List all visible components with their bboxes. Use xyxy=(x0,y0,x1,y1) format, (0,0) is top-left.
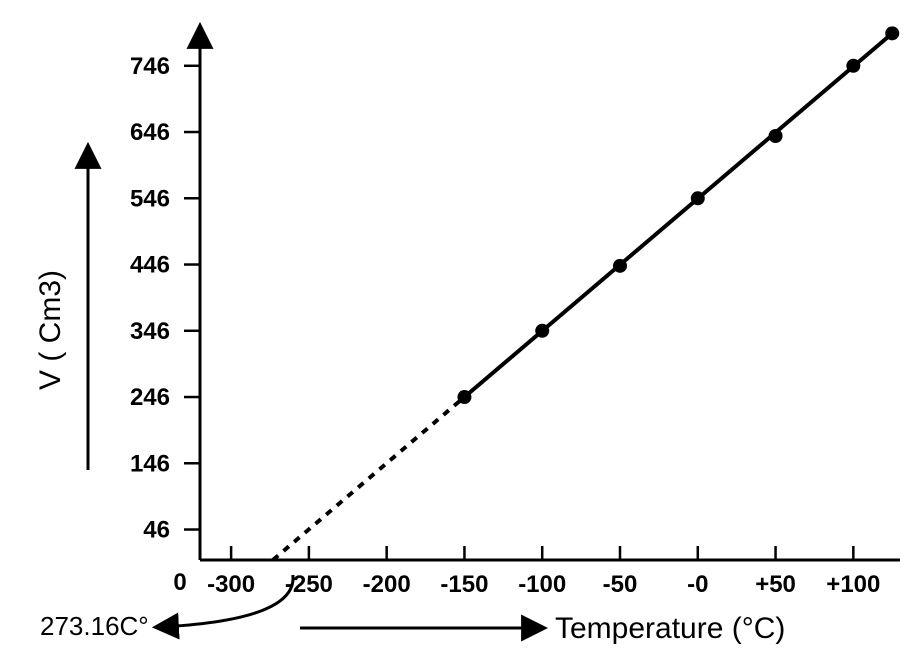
data-point xyxy=(457,390,471,404)
x-tick-label: +100 xyxy=(826,571,880,598)
y-tick-label: 646 xyxy=(130,119,170,146)
y-tick-label: 446 xyxy=(130,252,170,279)
x-tick-label: -50 xyxy=(603,571,638,598)
x-tick-label: +50 xyxy=(755,571,796,598)
x-axis-title: Temperature (°C) xyxy=(555,612,785,645)
extrapolation-line xyxy=(273,397,465,560)
data-line xyxy=(464,33,892,397)
y-tick-label: 146 xyxy=(130,450,170,477)
origin-label: 0 xyxy=(173,569,186,596)
x-tick-label: -150 xyxy=(440,571,488,598)
y-axis-title: V ( Cm3) xyxy=(34,270,67,390)
data-point xyxy=(846,59,860,73)
x-tick-label: -300 xyxy=(207,571,255,598)
data-point xyxy=(769,129,783,143)
y-tick-label: 346 xyxy=(130,318,170,345)
y-tick-label: 46 xyxy=(143,517,170,544)
data-point xyxy=(691,191,705,205)
y-tick-label: 246 xyxy=(130,384,170,411)
annotation-text: 273.16C° xyxy=(40,611,149,641)
data-point xyxy=(535,324,549,338)
x-tick-label: -0 xyxy=(687,571,708,598)
x-tick-label: -100 xyxy=(518,571,566,598)
y-tick-label: 746 xyxy=(130,53,170,80)
vt-chart: 46146246346446546646746 -300-250-200-150… xyxy=(0,0,922,651)
chart-svg: 46146246346446546646746 -300-250-200-150… xyxy=(0,0,922,651)
data-point xyxy=(885,26,899,40)
x-tick-label: -200 xyxy=(363,571,411,598)
y-tick-label: 546 xyxy=(130,185,170,212)
data-point xyxy=(613,259,627,273)
